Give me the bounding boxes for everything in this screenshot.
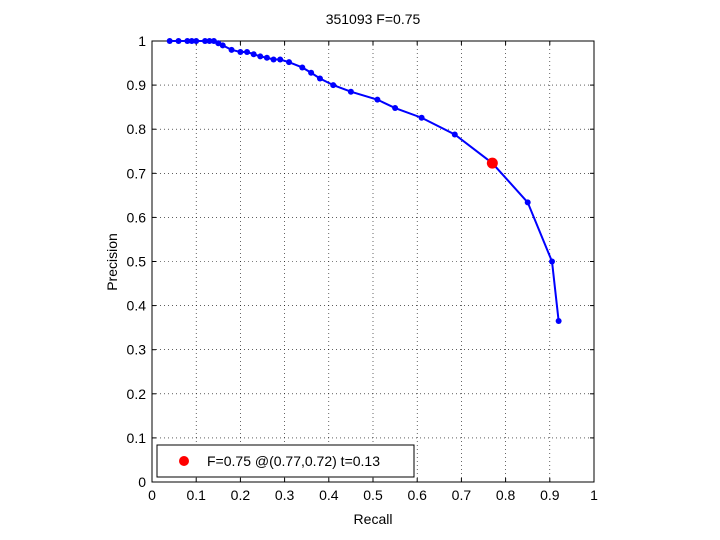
data-point xyxy=(206,38,213,44)
legend-marker xyxy=(179,456,189,466)
data-point xyxy=(219,42,226,49)
data-point xyxy=(299,64,306,71)
data-point xyxy=(524,199,531,206)
data-point xyxy=(392,105,399,112)
data-point xyxy=(316,75,323,82)
x-tick-label: 0.6 xyxy=(407,487,427,503)
data-point xyxy=(347,88,354,95)
data-point xyxy=(202,38,209,44)
data-point xyxy=(277,56,284,63)
data-point xyxy=(237,49,244,56)
x-tick-label: 0.1 xyxy=(186,487,206,503)
data-point xyxy=(374,96,381,103)
x-tick-label: 0.5 xyxy=(363,487,383,503)
y-tick-label: 0.9 xyxy=(127,77,147,93)
y-tick-label: 0.1 xyxy=(127,430,147,446)
y-tick-label: 0.4 xyxy=(127,298,147,314)
x-tick-label: 0.3 xyxy=(275,487,295,503)
y-axis-label: Precision xyxy=(104,233,120,291)
y-tick-label: 0.2 xyxy=(127,386,147,402)
data-point xyxy=(166,38,173,44)
data-point xyxy=(228,46,235,53)
best-f-point xyxy=(486,157,498,169)
legend: F=0.75 @(0.77,0.72) t=0.13 xyxy=(156,444,415,478)
y-tick-label: 0.5 xyxy=(127,254,147,270)
x-tick-label: 0.4 xyxy=(319,487,339,503)
x-tick-labels: 0 0.1 0.2 0.3 0.4 0.5 0.6 0.7 0.8 0.9 1 xyxy=(148,487,598,503)
data-point xyxy=(549,258,556,265)
data-point xyxy=(188,38,195,44)
data-point xyxy=(193,38,200,44)
data-point xyxy=(244,49,251,56)
x-tick-label: 0.8 xyxy=(496,487,516,503)
data-point xyxy=(175,38,182,44)
data-point xyxy=(270,56,277,63)
chart-title: 351093 F=0.75 xyxy=(326,11,421,27)
data-point xyxy=(286,59,293,66)
y-tick-label: 0.7 xyxy=(127,165,147,181)
data-point xyxy=(215,40,222,47)
data-point xyxy=(257,53,264,60)
x-tick-label: 1 xyxy=(590,487,598,503)
data-point xyxy=(263,54,270,61)
axes-frame xyxy=(151,40,595,483)
legend-text: F=0.75 @(0.77,0.72) t=0.13 xyxy=(207,453,380,469)
y-tick-labels: 0 0.1 0.2 0.3 0.4 0.5 0.6 0.7 0.8 0.9 1 xyxy=(127,33,147,490)
data-point xyxy=(418,114,425,121)
y-tick-label: 0.6 xyxy=(127,209,147,225)
x-tick-label: 0 xyxy=(148,487,156,503)
y-tick-label: 0.3 xyxy=(127,342,147,358)
legend-box xyxy=(156,444,415,478)
y-tick-label: 1 xyxy=(138,33,146,49)
data-point xyxy=(210,38,217,44)
data-point xyxy=(184,38,191,44)
data-point xyxy=(451,131,458,138)
data-point xyxy=(250,51,257,58)
x-tick-label: 0.7 xyxy=(452,487,472,503)
data-point xyxy=(330,82,337,89)
x-axis-label: Recall xyxy=(354,511,393,527)
y-tick-label: 0 xyxy=(138,474,146,490)
data-point xyxy=(555,318,562,325)
y-tick-label: 0.8 xyxy=(127,121,147,137)
x-tick-label: 0.9 xyxy=(540,487,560,503)
x-tick-label: 0.2 xyxy=(231,487,251,503)
data-point xyxy=(308,69,315,76)
